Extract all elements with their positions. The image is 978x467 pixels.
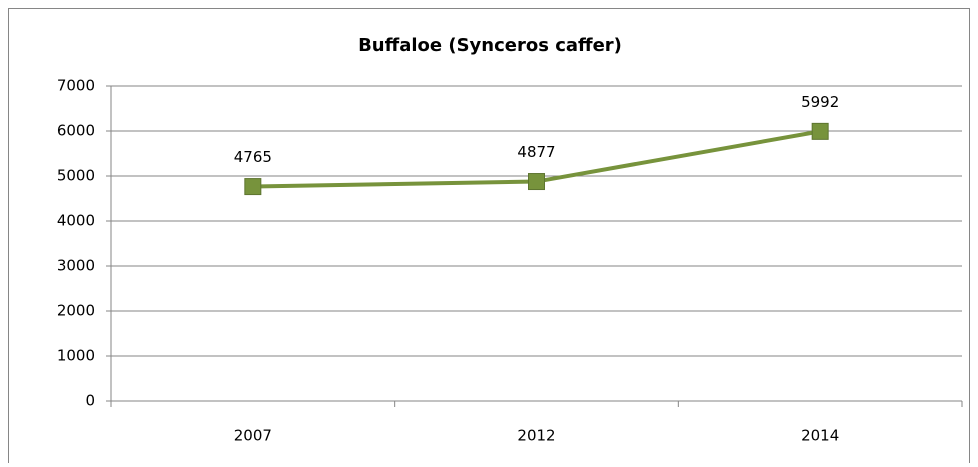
- y-tick-label: 4000: [57, 212, 95, 230]
- x-tick-label: 2007: [234, 427, 272, 445]
- marker: [811, 122, 829, 140]
- y-tick-label: 3000: [57, 257, 95, 275]
- x-tick-label: 2012: [517, 427, 555, 445]
- y-tick-label: 1000: [57, 347, 95, 365]
- x-tick-label: 2014: [801, 427, 839, 445]
- marker: [528, 173, 545, 191]
- y-tick-label: 0: [85, 392, 95, 410]
- chart-title: Buffaloe (Synceros caffer): [358, 35, 622, 56]
- data-label: 4765: [234, 148, 272, 166]
- y-tick-label: 7000: [57, 77, 95, 95]
- data-label: 5992: [801, 93, 839, 111]
- y-tick-label: 2000: [57, 302, 95, 320]
- chart-border: [8, 8, 970, 467]
- y-tick-label: 5000: [57, 167, 95, 185]
- y-tick-label: 6000: [57, 122, 95, 140]
- marker: [244, 178, 262, 196]
- data-label: 4877: [517, 143, 555, 161]
